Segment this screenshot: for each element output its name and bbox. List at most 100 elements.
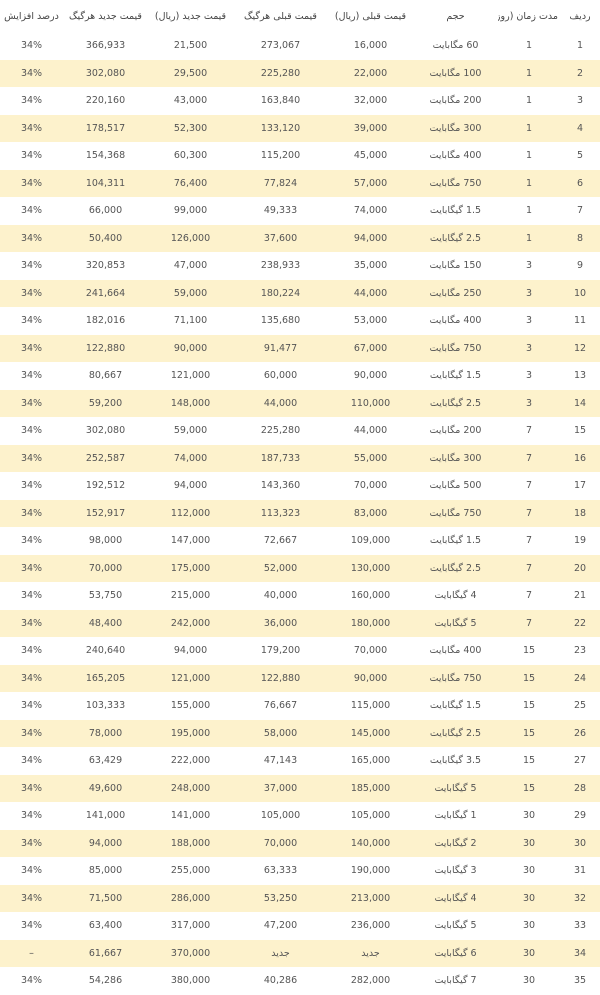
table-row: 25 15 1.5 گیگابایت 115,000 76,667 155,000 103,… <box>0 692 600 720</box>
table-row: 28 15 5 گیگابایت 185,000 37,000 248,000 49,600… <box>0 774 600 802</box>
table-cell: 317,000 <box>170 920 211 932</box>
table-cell: 54,286 <box>88 975 123 987</box>
table-cell: 104,311 <box>63 169 148 197</box>
table-cell: 215,000 <box>170 590 211 602</box>
table-cell: 7 <box>498 444 560 472</box>
header-cell: قیمت قبلی هرگیگ <box>244 10 317 22</box>
table-cell: 50,400 <box>63 224 148 252</box>
table-row: 4 1 300 مگابایت 39,000 133,120 52,300 178,517 3… <box>0 114 600 142</box>
table-cell: 370,000 <box>148 939 233 967</box>
table-cell: 34% <box>20 205 43 217</box>
table-cell: 100 مگابایت <box>413 59 498 87</box>
table-cell: 1.5 گیگابایت <box>429 700 482 712</box>
table-cell: 13 <box>573 370 587 382</box>
header-cell: ردیف <box>569 10 591 22</box>
table-cell: 250 مگابایت <box>413 279 498 307</box>
table-cell: 48,400 <box>63 609 148 637</box>
table-cell: 34% <box>20 480 43 492</box>
table-cell: 143,360 <box>260 480 301 492</box>
table-cell: 34% <box>20 645 43 657</box>
table-cell: 59,200 <box>63 389 148 417</box>
table-row: 8 1 2.5 گیگابایت 94,000 37,600 126,000 50,400 3… <box>0 224 600 252</box>
table-cell: 182,016 <box>85 315 126 327</box>
table-cell: 60 مگابایت <box>432 40 479 52</box>
table-cell: 30 <box>522 920 536 932</box>
table-cell: 121,000 <box>148 664 233 692</box>
table-cell: 3 <box>525 370 533 382</box>
table-cell: 35,000 <box>353 260 388 272</box>
table-cell: 59,000 <box>148 279 233 307</box>
table-cell: 300 مگابایت <box>413 444 498 472</box>
table-row: 24 15 750 مگابایت 90,000 122,880 121,000 165,2… <box>0 664 600 692</box>
table-cell: 26 <box>560 719 600 747</box>
table-cell: 225,280 <box>260 425 301 437</box>
table-cell: 126,000 <box>148 224 233 252</box>
table-cell: 22 <box>560 609 600 637</box>
table-cell: 1 <box>498 224 560 252</box>
table-cell: 91,477 <box>233 334 328 362</box>
table-cell: 187,733 <box>233 444 328 472</box>
table-cell: 273,067 <box>260 40 301 52</box>
table-cell: 145,000 <box>328 719 413 747</box>
table-cell: 21 <box>573 590 587 602</box>
table-cell: 34% <box>20 535 43 547</box>
table-cell: 22,000 <box>328 59 413 87</box>
table-cell: 286,000 <box>148 884 233 912</box>
table-cell: 45,000 <box>353 150 388 162</box>
table-cell: 44,000 <box>233 389 328 417</box>
table-cell: 248,000 <box>148 774 233 802</box>
table-cell: 122,880 <box>233 664 328 692</box>
table-row: 3 1 200 مگابایت 32,000 163,840 43,000 220,160 3… <box>0 87 600 115</box>
table-cell: 2.5 گیگابایت <box>413 719 498 747</box>
table-cell: 7 <box>576 205 584 217</box>
table-cell: 15 <box>498 774 560 802</box>
table-cell: – <box>0 939 63 967</box>
table-cell: 31 <box>573 865 587 877</box>
table-cell: 34% <box>0 774 63 802</box>
table-cell: 37,600 <box>233 224 328 252</box>
table-cell: 34% <box>20 40 43 52</box>
table-cell: 70,000 <box>353 645 388 657</box>
table-cell: 78,000 <box>63 719 148 747</box>
table-cell: 2.5 گیگابایت <box>413 389 498 417</box>
table-row: 14 3 2.5 گیگابایت 110,000 44,000 148,000 59,20… <box>0 389 600 417</box>
table-cell: 141,000 <box>85 810 126 822</box>
table-cell: 15 <box>522 645 536 657</box>
table-cell: 34% <box>20 95 43 107</box>
table-cell: 21,500 <box>173 40 208 52</box>
table-cell: 150 مگابایت <box>429 260 482 272</box>
table-cell: 29 <box>573 810 587 822</box>
table-cell: 23 <box>573 645 587 657</box>
table-cell: 500 مگابایت <box>429 480 482 492</box>
table-cell: 750 مگابایت <box>413 499 498 527</box>
table-cell: 34% <box>0 389 63 417</box>
table-cell: 63,333 <box>263 865 298 877</box>
table-cell: 30 <box>560 829 600 857</box>
table-cell: 53,000 <box>353 315 388 327</box>
table-cell: 8 <box>560 224 600 252</box>
table-row: 23 15 400 مگابایت 70,000 179,200 94,000 240,64… <box>0 637 600 665</box>
table-cell: 34% <box>20 315 43 327</box>
table-cell: 94,000 <box>173 480 208 492</box>
table-cell: 57,000 <box>328 169 413 197</box>
table-cell: 103,333 <box>85 700 126 712</box>
table-cell: 3 <box>498 389 560 417</box>
table-cell: 34% <box>0 224 63 252</box>
table-cell: 750 مگابایت <box>413 169 498 197</box>
table-cell: 30 <box>498 829 560 857</box>
table-cell: 34% <box>0 884 63 912</box>
table-cell: 300 مگابایت <box>413 114 498 142</box>
table-cell: 178,517 <box>63 114 148 142</box>
table-cell: 15 <box>522 755 536 767</box>
table-cell: 15 <box>522 700 536 712</box>
table-cell: 5 گیگابایت <box>413 774 498 802</box>
table-cell: 1 <box>525 95 533 107</box>
table-cell: 175,000 <box>148 554 233 582</box>
table-cell: 3 <box>498 279 560 307</box>
table-cell: 220,160 <box>85 95 126 107</box>
table-cell: 2.5 گیگابایت <box>413 554 498 582</box>
table-row: 21 7 4 گیگابایت 160,000 40,000 215,000 53,750 3… <box>0 582 600 610</box>
table-cell: 238,933 <box>260 260 301 272</box>
table-cell: 3 گیگابایت <box>434 865 477 877</box>
